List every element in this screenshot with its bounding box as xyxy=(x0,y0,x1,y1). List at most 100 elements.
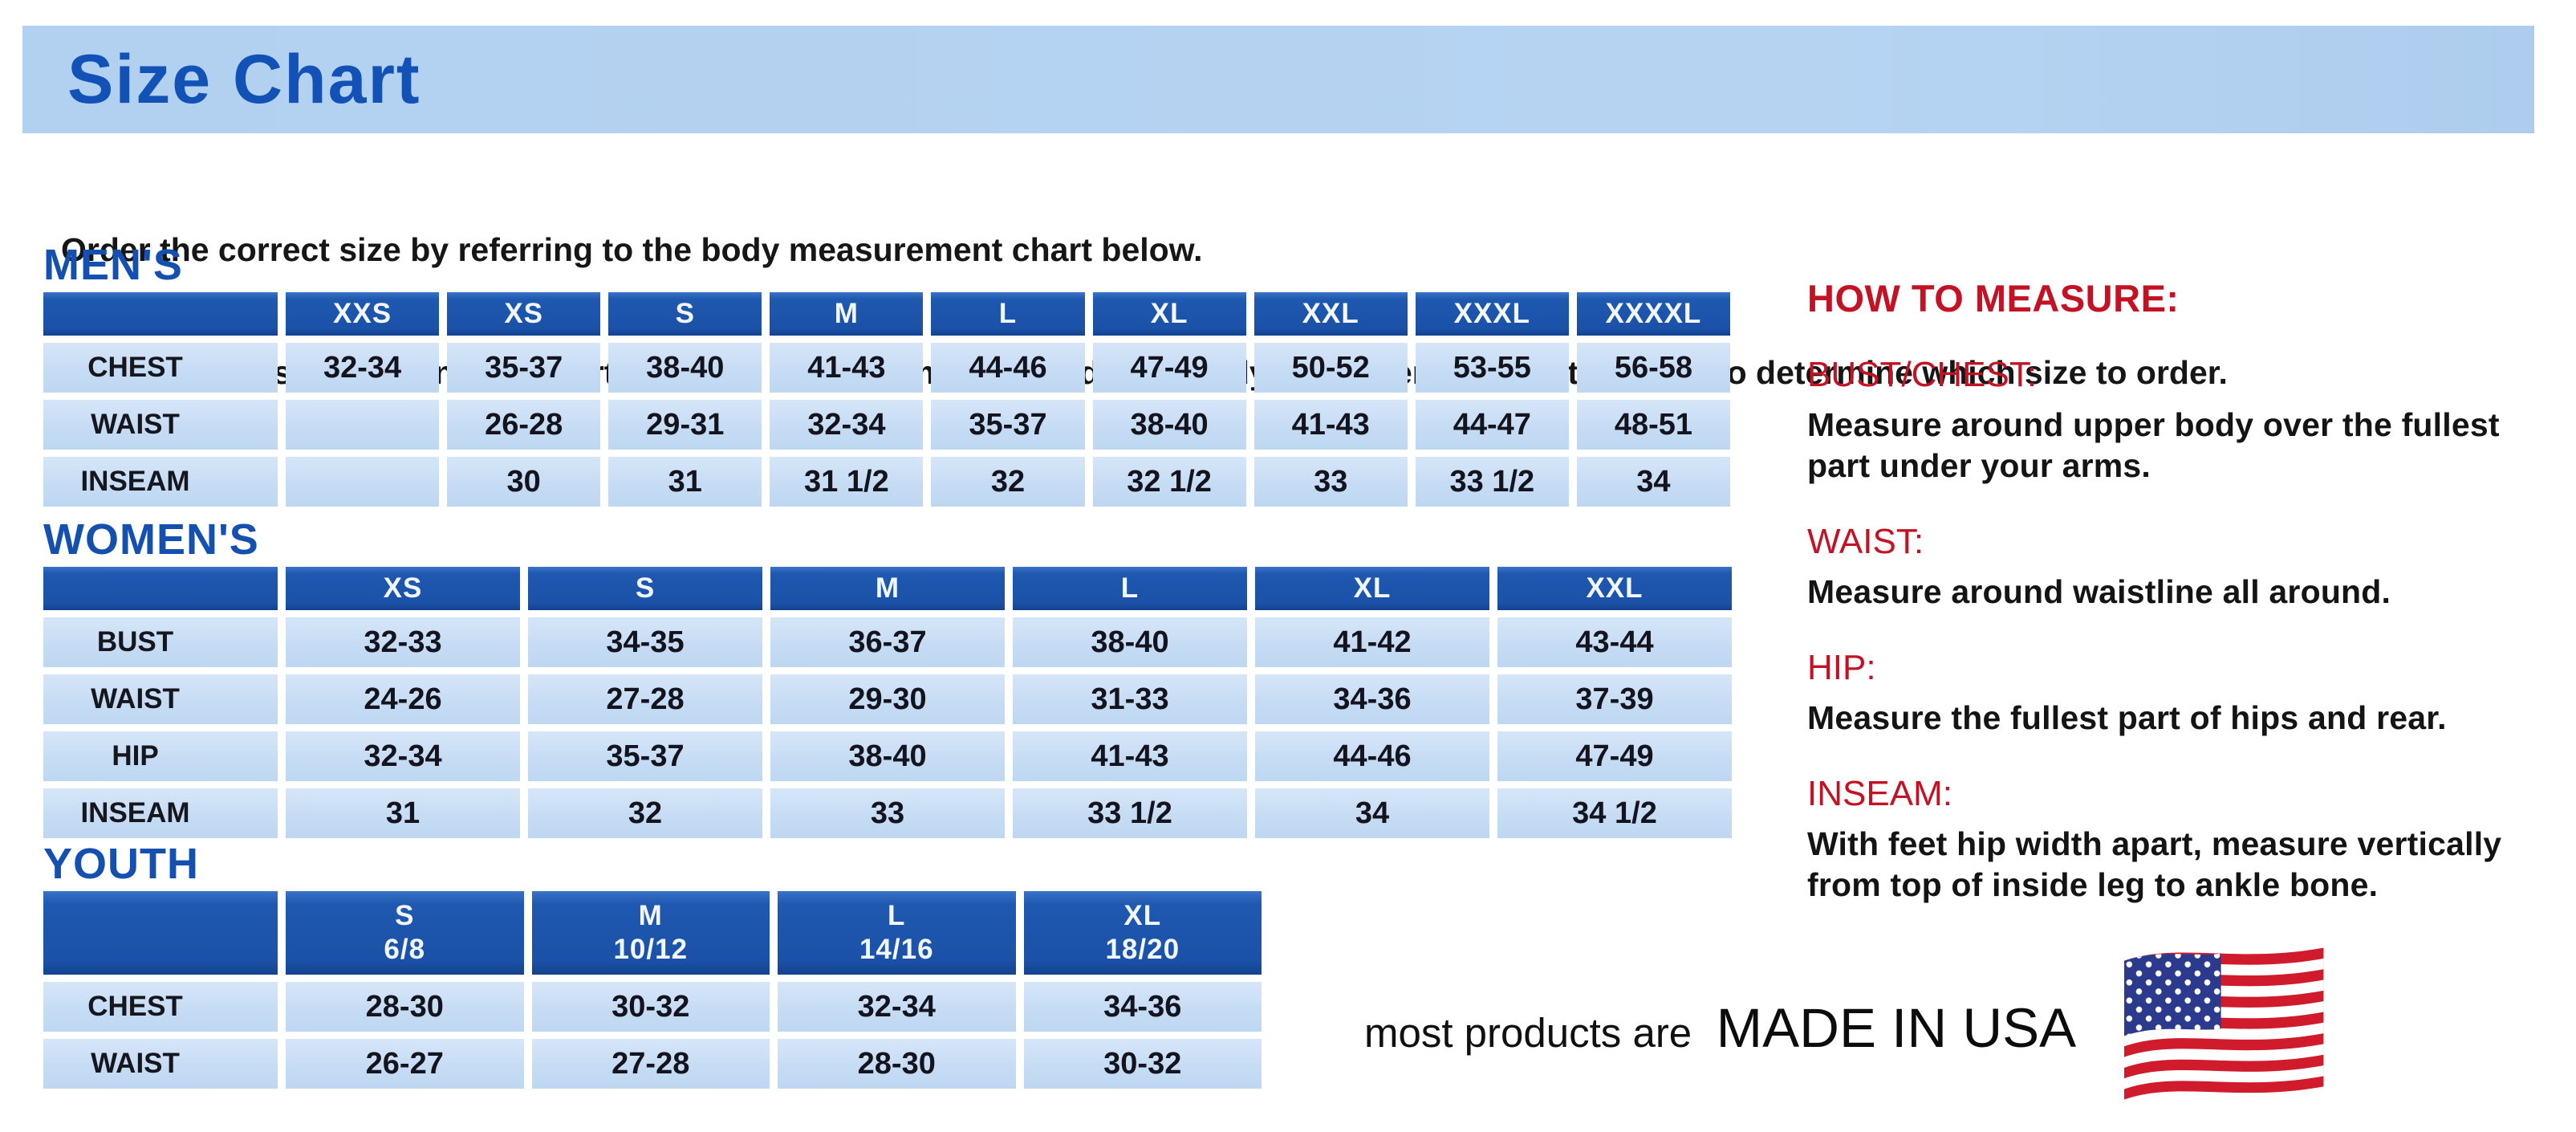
measurement-value-cell: 33 xyxy=(770,788,1005,838)
size-column-header: L 14/16 xyxy=(778,891,1016,975)
header-row: XXS XS S M L XL XXL XXXL XXXXL xyxy=(43,292,1730,336)
size-column-header: XL 18/20 xyxy=(1023,891,1262,975)
measurement-row: INSEAM 31 32 33 33 1/2 34 34 1/2 xyxy=(43,788,1732,838)
measurement-value-cell: 32-33 xyxy=(286,617,520,667)
header-row: S 6/8 M 10/12 L 14/16 XL 18/20 xyxy=(43,891,1262,975)
measurement-value-cell: 32-34 xyxy=(778,982,1016,1032)
measurement-value-cell: 37-39 xyxy=(1497,674,1732,724)
size-column-header: L xyxy=(1013,567,1247,610)
size-column-header: S 6/8 xyxy=(286,891,524,975)
measurement-value-cell: 32-34 xyxy=(286,731,520,781)
made-in-main: MADE IN USA xyxy=(1716,996,2077,1059)
measurement-row: WAIST 24-26 27-28 29-30 31-33 34-36 37-39 xyxy=(43,674,1732,724)
size-column-header: XXXXL xyxy=(1576,292,1730,336)
measurement-value-cell: 48-51 xyxy=(1576,400,1730,450)
measurement-value-cell: 38-40 xyxy=(608,343,762,393)
measurement-value-cell: 38-40 xyxy=(1013,617,1247,667)
measurement-value-cell: 32 1/2 xyxy=(1092,457,1246,507)
measurement-value-cell: 38-40 xyxy=(770,731,1005,781)
measurement-value-cell: 34 1/2 xyxy=(1497,788,1732,838)
measurement-value-cell: 33 xyxy=(1253,457,1408,507)
measurement-row: WAIST 26-27 27-28 28-30 30-32 xyxy=(43,1039,1262,1089)
measurement-value-cell: 38-40 xyxy=(1092,400,1246,450)
measurement-value-cell: 41-43 xyxy=(1013,731,1247,781)
youth-table-host: S 6/8 M 10/12 L 14/16 XL 18/20 CHEST 28-30 30-… xyxy=(43,884,1270,1096)
measurement-value-cell: 34-36 xyxy=(1255,674,1489,724)
measurement-value-cell: 53-55 xyxy=(1415,343,1569,393)
size-column-header: XXL xyxy=(1497,567,1732,610)
size-column-header: M xyxy=(770,567,1005,610)
measurement-value-cell: 31-33 xyxy=(1013,674,1247,724)
measurement-value-cell: 34-36 xyxy=(1023,982,1262,1032)
intro-line-1: Order the correct size by referring to t… xyxy=(61,231,1203,268)
row-label-cell: WAIST xyxy=(43,1039,278,1089)
size-table-mens: XXS XS S M L XL XXL XXXL XXXXL CHEST 32-34 35-37 38-… xyxy=(35,285,1738,514)
measurement-value-cell: 32 xyxy=(931,457,1085,507)
measurement-value-cell: 44-47 xyxy=(1415,400,1569,450)
measurement-row: BUST 32-33 34-35 36-37 38-40 41-42 43-44 xyxy=(43,617,1732,667)
measurement-value-cell: 32-34 xyxy=(286,343,440,393)
row-label-cell: HIP xyxy=(43,731,278,781)
measure-desc-bust-chest: Measure around upper body over the fulle… xyxy=(1807,406,2500,484)
measurement-value-cell: 35-37 xyxy=(528,731,762,781)
size-column-header: S xyxy=(608,292,762,336)
how-to-measure-section: HOW TO MEASURE: BUST/CHEST: Measure arou… xyxy=(1807,278,2570,906)
measurement-value-cell: 41-43 xyxy=(1253,400,1408,450)
measurement-value-cell: 30-32 xyxy=(1023,1039,1262,1089)
measurement-value-cell: 31 1/2 xyxy=(770,457,924,507)
row-label-cell: WAIST xyxy=(43,674,278,724)
womens-heading: WOMEN'S xyxy=(43,515,259,564)
measurement-value-cell: 35-37 xyxy=(447,343,601,393)
size-table-womens: XS S M L XL XXL BUST 32-33 34-35 36-37 38-40 41-42 4… xyxy=(35,560,1740,845)
measurement-value-cell: 31 xyxy=(608,457,762,507)
measurement-value-cell: 56-58 xyxy=(1576,343,1730,393)
measurement-value-cell: 44-46 xyxy=(1255,731,1489,781)
measurement-value-cell: 26-27 xyxy=(286,1039,524,1089)
corner-header-cell xyxy=(43,567,278,610)
measure-term-bust-chest: BUST/CHEST: xyxy=(1807,355,2038,394)
usa-flag-icon xyxy=(2124,947,2324,1100)
measurement-value-cell: 50-52 xyxy=(1253,343,1408,393)
section-youth: YOUTH S 6/8 M 10/12 L 14/16 XL 18/20 CHEST 28… xyxy=(43,841,1270,1096)
row-label-cell: WAIST xyxy=(43,400,278,450)
row-label-cell: INSEAM xyxy=(43,788,278,838)
measurement-value-cell: 35-37 xyxy=(931,400,1085,450)
size-column-header: XS xyxy=(447,292,601,336)
size-column-header: XXL xyxy=(1253,292,1408,336)
measurement-value-cell: 47-49 xyxy=(1092,343,1246,393)
size-column-header: XS xyxy=(286,567,520,610)
row-label-cell: CHEST xyxy=(43,982,278,1032)
row-label-cell: CHEST xyxy=(43,343,278,393)
measurement-value-cell: 28-30 xyxy=(778,1039,1016,1089)
size-column-header: XL xyxy=(1092,292,1246,336)
section-mens: MEN'S XXS XS S M L XL XXL XXXL XXXXL CHEST 32-34 35… xyxy=(43,242,1738,514)
measurement-value-cell: 34 xyxy=(1576,457,1730,507)
size-column-header: S xyxy=(528,567,762,610)
made-in-usa-text: most products are MADE IN USA xyxy=(1364,996,2076,1060)
made-in-usa-footer: most products are MADE IN USA xyxy=(1364,935,2326,1120)
measurement-row: INSEAM 30 31 31 1/2 32 32 1/2 33 33 1/2 34 xyxy=(43,457,1730,507)
measurement-row: WAIST 26-28 29-31 32-34 35-37 38-40 41-43 44-47… xyxy=(43,400,1730,450)
measurement-value-cell: 27-28 xyxy=(528,674,762,724)
row-label-cell: INSEAM xyxy=(43,457,278,507)
measure-desc-hip: Measure the fullest part of hips and rea… xyxy=(1807,699,2447,736)
measurement-value-cell: 44-46 xyxy=(931,343,1085,393)
measurement-row: HIP 32-34 35-37 38-40 41-43 44-46 47-49 xyxy=(43,731,1732,781)
size-column-header: XXS xyxy=(286,292,440,336)
measurement-value-cell: 24-26 xyxy=(286,674,520,724)
measurement-value-cell: 27-28 xyxy=(531,1039,770,1089)
measurement-value-cell xyxy=(286,457,440,507)
womens-table-host: XS S M L XL XXL BUST 32-33 34-35 36-37 38-40 41-42 4… xyxy=(43,560,1740,845)
measurement-value-cell: 41-42 xyxy=(1255,617,1489,667)
corner-header-cell xyxy=(43,891,278,975)
title-banner: Size Chart xyxy=(22,26,2534,133)
measurement-value-cell: 28-30 xyxy=(286,982,524,1032)
measure-term-waist: WAIST: xyxy=(1807,522,1924,561)
measurement-value-cell xyxy=(286,400,440,450)
measurement-value-cell: 29-31 xyxy=(608,400,762,450)
measurement-value-cell: 43-44 xyxy=(1497,617,1732,667)
measurement-value-cell: 31 xyxy=(286,788,520,838)
measurement-value-cell: 33 1/2 xyxy=(1415,457,1569,507)
measure-term-hip: HIP: xyxy=(1807,648,1876,687)
measurement-value-cell: 34-35 xyxy=(528,617,762,667)
